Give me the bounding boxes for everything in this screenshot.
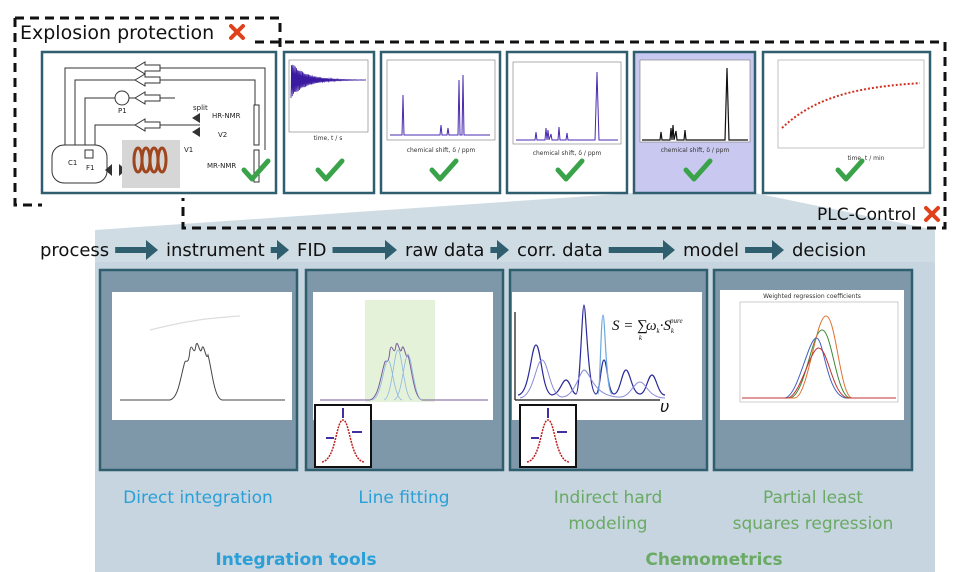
diagram-label: split [193,104,208,112]
axis-label: time, t / min [848,155,885,162]
formula-part: k [657,327,661,335]
cross-icon [924,206,940,222]
axis-symbol: υ [660,397,669,416]
diagram-label: P1 [118,107,127,115]
plot-title: Weighted regression coefficients [763,293,861,300]
workflow-step: FID [297,240,327,261]
plc-boundary [181,40,947,230]
plot-frame [288,59,369,133]
workflow-step: model [683,240,739,261]
method-label: Indirect hard [554,488,662,508]
diagram-label: F1 [86,164,94,172]
group-label: Integration tools [215,550,376,570]
kinetics-curve [781,82,921,129]
explosion-label: Explosion protection [20,22,214,44]
axis-label: chemical shift, δ / ppm [407,147,476,154]
formula-part: ·S [660,318,672,334]
plot-frame [639,59,751,143]
method-label: Direct integration [123,488,273,508]
plot-frame [512,61,622,145]
formula-part: ω [646,318,657,334]
formula: S = ∑ kωk·Skpure [612,317,683,342]
method-label: modeling [568,514,647,534]
spectrum-curve [642,67,748,141]
diagram-label: C1 [68,159,77,167]
method-labels: Direct integration Line fitting Indirect h… [123,488,893,534]
axis-label: time, t / s [314,135,343,142]
workflow-row: process instrument FID raw data corr. data mo… [40,240,866,261]
flow-arrow [332,240,397,260]
process-flowsheet: C1 F1 P1 split V1 V2 HR-NMR MR-NMR [51,61,266,188]
plot-frame [777,59,925,149]
explosion-boundary [13,16,282,207]
fid-curve [290,64,367,99]
method-label: squares regression [733,514,894,534]
spectrum-curve [516,71,618,141]
tool-tiles: υ S = ∑ kωk·Skpure Weighted regression co… [98,268,914,472]
diagram-label: MR-NMR [207,162,236,170]
flow-arrow [608,240,675,260]
formula-part: k [671,327,675,335]
workflow-step: decision [792,240,866,261]
flow-arrow [745,240,784,260]
diagram-label: V1 [184,146,193,154]
workflow-step: raw data [405,240,484,261]
flow-arrow [270,240,289,260]
checkmarks [241,158,865,182]
cross-icon [229,24,245,40]
axis-label: chemical shift, δ / ppm [661,147,730,154]
plc-label: PLC-Control [817,205,916,225]
workflow-step: instrument [166,240,265,261]
group-label: Chemometrics [645,550,782,570]
spectrum-curve [390,74,490,136]
formula-part: pure [669,317,683,325]
method-label: Partial least [763,488,863,508]
formula-part: k [639,334,643,342]
axis-label: chemical shift, δ / ppm [533,150,602,157]
flow-arrow [115,240,158,260]
flow-arrow [490,240,509,260]
diagram-label: HR-NMR [212,112,241,120]
workflow-step: process [40,240,109,261]
workflow-step: corr. data [517,240,603,261]
method-label: Line fitting [358,488,449,508]
formula-part: S = ∑ [612,318,648,334]
diagram-label: V2 [218,131,227,139]
